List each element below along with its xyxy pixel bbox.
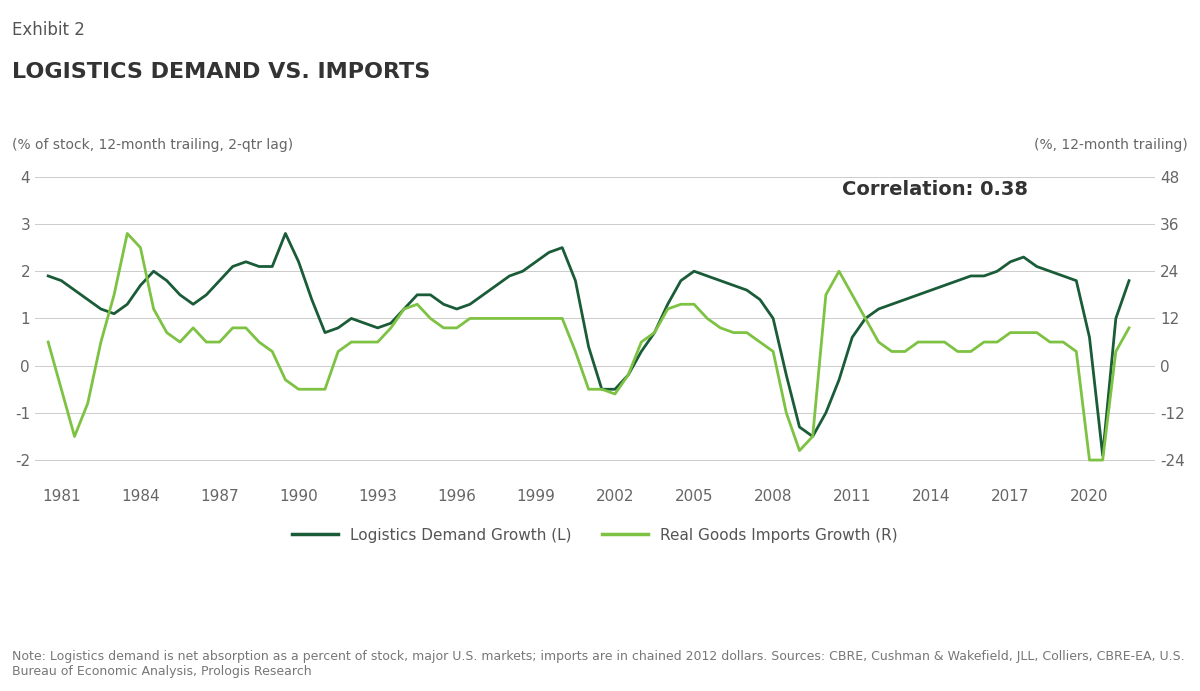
Legend: Logistics Demand Growth (L), Real Goods Imports Growth (R): Logistics Demand Growth (L), Real Goods …: [286, 522, 904, 549]
Text: Correlation: 0.38: Correlation: 0.38: [841, 180, 1027, 198]
Text: Exhibit 2: Exhibit 2: [12, 21, 85, 39]
Text: Note: Logistics demand is net absorption as a percent of stock, major U.S. marke: Note: Logistics demand is net absorption…: [12, 650, 1184, 678]
Text: (%, 12-month trailing): (%, 12-month trailing): [1034, 138, 1188, 152]
Text: (% of stock, 12-month trailing, 2-qtr lag): (% of stock, 12-month trailing, 2-qtr la…: [12, 138, 293, 152]
Text: LOGISTICS DEMAND VS. IMPORTS: LOGISTICS DEMAND VS. IMPORTS: [12, 62, 431, 82]
